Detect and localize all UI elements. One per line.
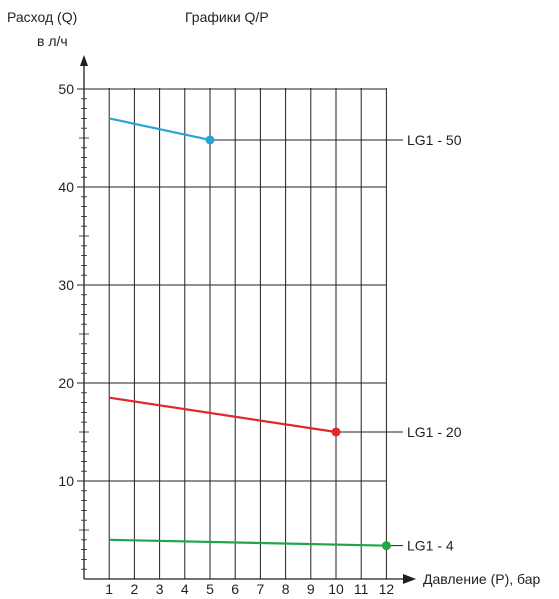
series-endpoint — [381, 541, 391, 551]
y-tick-label: 40 — [58, 179, 74, 195]
series-2: LG1 - 20 — [109, 396, 462, 440]
x-tick-label: 9 — [307, 581, 315, 597]
x-tick-label: 7 — [257, 581, 265, 597]
y-tick-label: 30 — [58, 277, 74, 293]
grid — [84, 88, 387, 579]
x-tick-labels: 1 2 3 4 5 6 7 8 9 10 11 12 — [105, 581, 394, 597]
series-layer: LG1 - 50 LG1 - 20 LG1 - 4 — [108, 117, 462, 554]
y-axis-label: Расход (Q) — [7, 9, 77, 25]
series-label: LG1 - 50 — [407, 132, 462, 148]
series-3: LG1 - 4 — [109, 538, 454, 554]
x-tick-label: 1 — [105, 581, 113, 597]
series-label: LG1 - 4 — [407, 538, 454, 554]
x-tick-label: 6 — [231, 581, 239, 597]
x-tick-label: 12 — [379, 581, 395, 597]
y-tick-label: 50 — [58, 81, 74, 97]
y-tick-label: 20 — [58, 375, 74, 391]
series-endpoint — [331, 427, 341, 437]
series-endpoint — [205, 135, 215, 145]
x-axis-label: Давление (P), бар — [423, 571, 540, 587]
series-line — [109, 396, 337, 434]
series-line — [109, 538, 387, 547]
x-tick-label: 11 — [354, 581, 369, 597]
series-1: LG1 - 50 — [108, 117, 462, 148]
x-axis-arrow — [403, 574, 416, 584]
x-tick-label: 8 — [282, 581, 290, 597]
chart-title: Графики Q/P — [185, 9, 269, 25]
x-tick-label: 2 — [131, 581, 139, 597]
y-tick-labels: 10 20 30 40 50 — [58, 81, 74, 489]
y-minor-ticks — [77, 88, 89, 570]
y-axis-arrow — [80, 55, 88, 66]
x-tick-label: 4 — [181, 581, 189, 597]
axes — [80, 55, 416, 584]
y-tick-label: 10 — [58, 473, 74, 489]
y-axis-unit: в л/ч — [37, 33, 68, 49]
x-tick-label: 3 — [156, 581, 164, 597]
series-line — [108, 117, 211, 142]
x-tick-label: 5 — [206, 581, 214, 597]
x-tick-label: 10 — [328, 581, 344, 597]
series-label: LG1 - 20 — [407, 424, 462, 440]
